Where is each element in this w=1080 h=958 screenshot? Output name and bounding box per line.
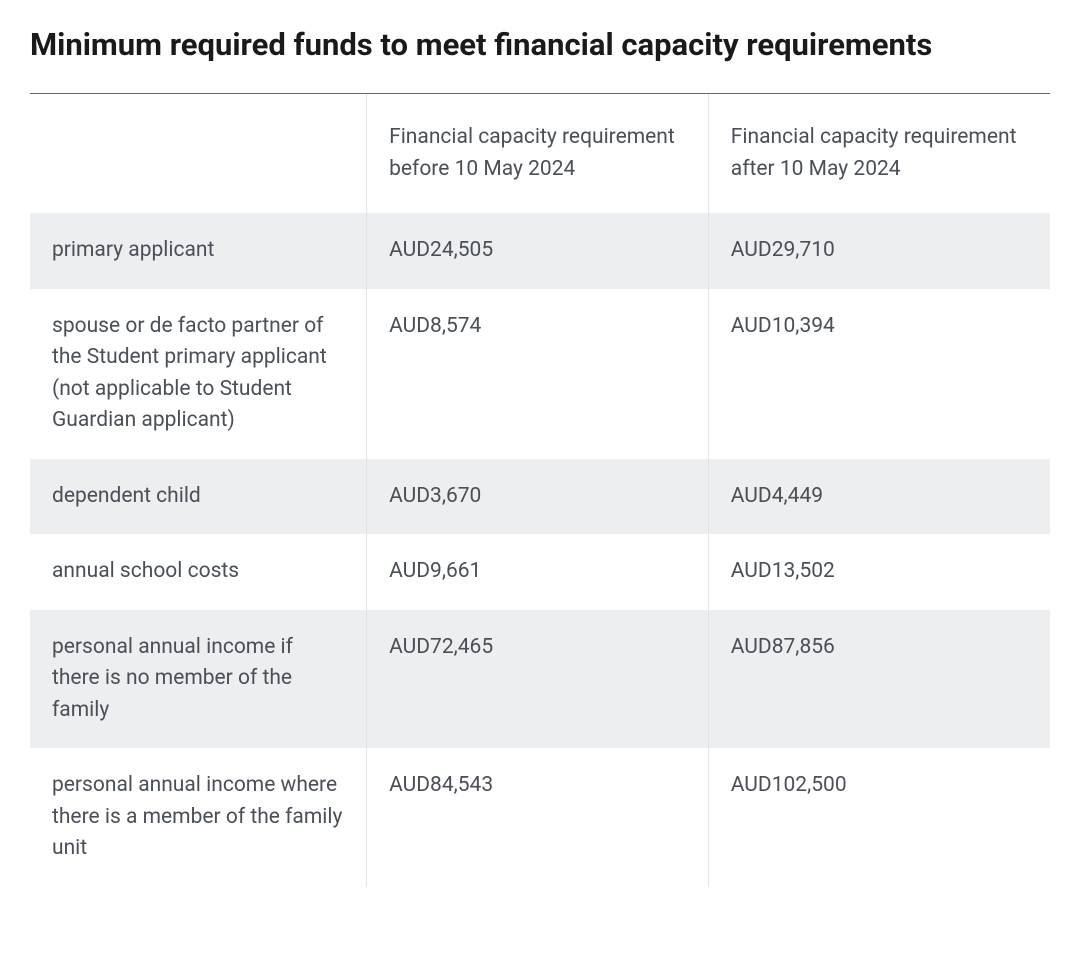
row-after: AUD102,500	[708, 748, 1050, 887]
row-label: personal annual income where there is a …	[30, 748, 367, 887]
col-header-category	[30, 94, 367, 213]
row-after: AUD13,502	[708, 534, 1050, 610]
table-row: dependent child AUD3,670 AUD4,449	[30, 459, 1050, 535]
row-before: AUD8,574	[367, 289, 709, 459]
table-row: personal annual income where there is a …	[30, 748, 1050, 887]
funds-table: Financial capacity requirement before 10…	[30, 94, 1050, 887]
table-row: annual school costs AUD9,661 AUD13,502	[30, 534, 1050, 610]
row-label: spouse or de facto partner of the Studen…	[30, 289, 367, 459]
row-before: AUD72,465	[367, 610, 709, 749]
table-row: primary applicant AUD24,505 AUD29,710	[30, 213, 1050, 289]
row-before: AUD24,505	[367, 213, 709, 289]
row-label: annual school costs	[30, 534, 367, 610]
row-after: AUD4,449	[708, 459, 1050, 535]
table-row: spouse or de facto partner of the Studen…	[30, 289, 1050, 459]
table-header-row: Financial capacity requirement before 10…	[30, 94, 1050, 213]
col-header-after: Financial capacity requirement after 10 …	[708, 94, 1050, 213]
row-label: primary applicant	[30, 213, 367, 289]
row-label: personal annual income if there is no me…	[30, 610, 367, 749]
page-title: Minimum required funds to meet financial…	[30, 25, 1050, 65]
row-before: AUD84,543	[367, 748, 709, 887]
row-label: dependent child	[30, 459, 367, 535]
row-after: AUD10,394	[708, 289, 1050, 459]
row-after: AUD29,710	[708, 213, 1050, 289]
col-header-before: Financial capacity requirement before 10…	[367, 94, 709, 213]
table-row: personal annual income if there is no me…	[30, 610, 1050, 749]
row-before: AUD3,670	[367, 459, 709, 535]
row-before: AUD9,661	[367, 534, 709, 610]
row-after: AUD87,856	[708, 610, 1050, 749]
